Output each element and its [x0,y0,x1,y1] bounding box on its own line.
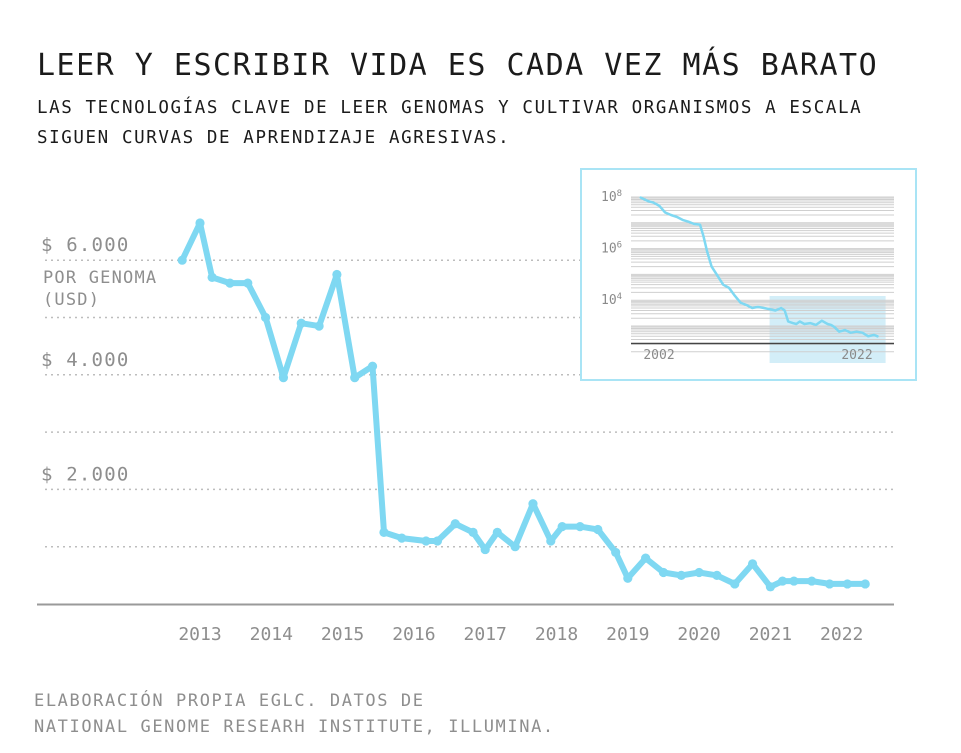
data-point [296,318,306,328]
data-point [546,536,556,546]
main-y-axis: POR GENOMA (USD) $ 6.000 $ 4.000 $ 2.000 [41,234,157,485]
data-point [860,579,870,589]
source-line: NATIONAL GENOME RESEARH INSTITUTE, ILLUM… [34,717,555,737]
data-point [730,579,740,589]
inset-y-axis: 108 106 104 [601,189,622,308]
x-tick-label: 2014 [250,624,293,645]
data-point [225,278,235,288]
data-point [557,522,567,532]
inset-y-tick-label: 108 [601,189,622,205]
data-point [260,312,271,323]
y-axis-label-line: POR GENOMA [43,268,157,288]
inset-y-tick-label: 106 [601,241,622,257]
data-point [510,542,520,552]
data-point [450,519,460,529]
data-point [367,361,378,371]
y-axis-label-line: (USD) [43,290,100,310]
data-point [528,499,538,509]
x-tick-label: 2018 [535,624,578,645]
data-point [207,272,217,282]
data-point [658,567,669,578]
x-tick-label: 2022 [820,624,863,645]
genome-cost-series-line [179,220,869,590]
inset-y-tick-label: 104 [601,292,622,308]
data-point [611,547,621,558]
data-point [243,278,253,288]
x-tick-label: 2013 [178,624,221,645]
x-tick-label: 2015 [321,624,364,645]
data-point [492,527,502,537]
data-point [350,373,360,383]
data-point [177,255,187,265]
subtitle-line: LAS TECNOLOGÍAS CLAVE DE LEER GENOMAS Y … [37,98,863,118]
x-tick-label: 2016 [392,624,435,645]
y-tick-label: $ 6.000 [41,234,129,256]
inset-series-line [639,196,879,338]
data-point [468,527,478,537]
data-point [480,544,490,555]
data-point [712,570,722,580]
data-point [747,559,758,569]
data-point [575,522,585,532]
data-point [195,218,205,228]
y-tick-label: $ 2.000 [41,463,129,485]
data-point [842,579,853,589]
data-point [314,321,324,331]
x-tick-label: 2020 [677,624,720,645]
y-tick-label: $ 4.000 [41,349,129,371]
x-tick-label: 2021 [749,624,792,645]
inset-x-axis: 2002 2022 [643,348,872,363]
inset-gridlines [631,196,894,353]
data-point [432,536,443,546]
data-point [623,573,633,583]
source-line: ELABORACIÓN PROPIA EGLC. DATOS DE [34,691,425,711]
data-point [824,579,835,589]
page-title: LEER Y ESCRIBIR VIDA ES CADA VEZ MÁS BAR… [37,48,879,83]
inset-x-tick-label: 2002 [643,348,674,363]
data-point [421,536,431,546]
data-point [641,553,651,563]
data-point [379,527,389,537]
data-point [593,524,603,535]
data-point [694,567,704,578]
data-point [765,582,776,592]
data-point [332,269,342,280]
page-subtitle: LAS TECNOLOGÍAS CLAVE DE LEER GENOMAS Y … [37,93,917,153]
main-x-axis: 2013 2014 2015 2016 2017 2018 2019 2020 2021 2022 [178,624,863,645]
source-note: ELABORACIÓN PROPIA EGLC. DATOS DE NATION… [34,688,555,740]
data-point [777,576,788,586]
data-point [789,576,799,586]
data-point [676,570,686,580]
data-point [278,373,289,383]
inset-log-chart: 108 106 104 2002 2022 [580,168,917,381]
data-point [397,533,407,543]
genome-cost-points [177,218,870,592]
x-tick-label: 2019 [606,624,649,645]
subtitle-line: SIGUEN CURVAS DE APRENDIZAJE AGRESIVAS. [37,128,511,148]
data-point [807,576,817,586]
x-tick-label: 2017 [464,624,507,645]
inset-x-tick-label: 2022 [841,348,872,363]
